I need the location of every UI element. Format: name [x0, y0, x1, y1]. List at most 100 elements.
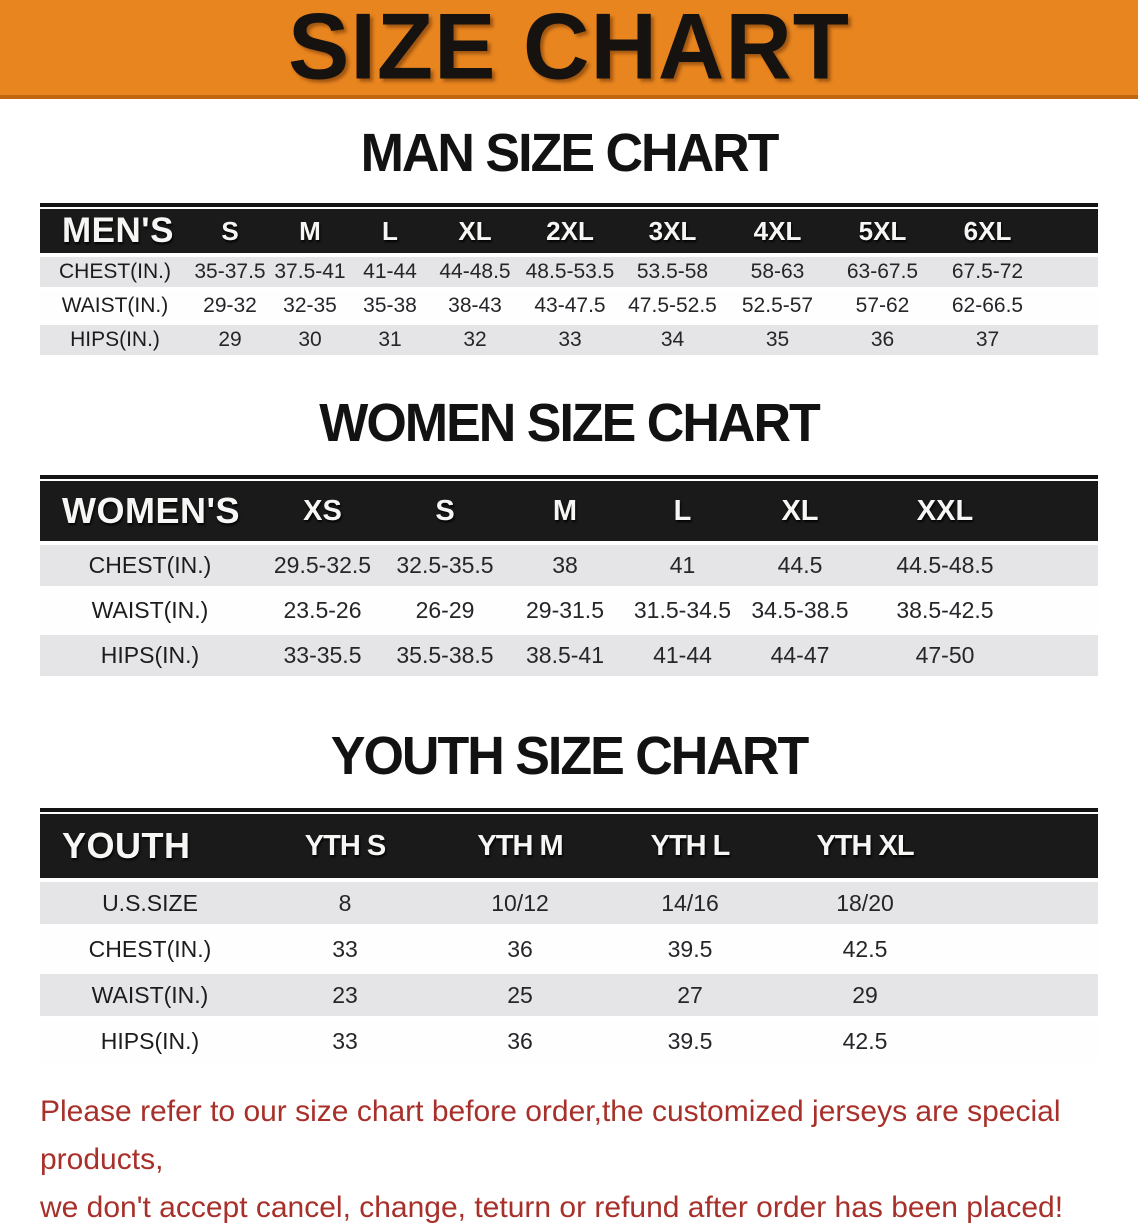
women-size-table-column-header-5: XL: [740, 481, 860, 541]
youth-size-table-table: YOUTH YTH S YTH M YTH L YTH XL U.S.SIZE 8 10/12…: [40, 810, 1098, 1066]
youth-size-table-row-label-3: WAIST(IN.): [40, 974, 260, 1016]
youth-size-table-cell-3-2: 25: [430, 974, 610, 1016]
youth-size-table-cell-4-1: 33: [260, 1020, 430, 1062]
men-size-table-cell-2-3: 35-38: [350, 291, 430, 321]
men-size-table-cell-1-9: 67.5-72: [935, 257, 1040, 287]
youth-size-table-cell-1-1: 8: [260, 882, 430, 924]
women-size-table-row-label-2: WAIST(IN.): [40, 590, 260, 631]
youth-size-table-cell-2-2: 36: [430, 928, 610, 970]
youth-size-table-cell-2-1: 33: [260, 928, 430, 970]
women-size-table-row-label-3: HIPS(IN.): [40, 635, 260, 676]
men-size-table-cell-2-9: 62-66.5: [935, 291, 1040, 321]
women-size-table-row-filler-1: [1030, 545, 1098, 586]
youth-size-table-row-label-2: CHEST(IN.): [40, 928, 260, 970]
men-size-table-cell-1-4: 44-48.5: [430, 257, 520, 287]
women-size-table-cell-3-3: 38.5-41: [505, 635, 625, 676]
banner: SIZE CHART: [0, 0, 1138, 99]
youth-size-table-row-1: U.S.SIZE 8 10/12 14/16 18/20: [40, 882, 1098, 924]
men-size-table-cell-3-4: 32: [430, 325, 520, 355]
women-size-table-column-header-4: L: [625, 481, 740, 541]
men-size-table-header-filler: [1040, 209, 1098, 253]
men-size-table-cell-3-5: 33: [520, 325, 620, 355]
men-size-table-table: MEN'S S M L XL 2XL 3XL 4XL 5XL 6XL CHEST(IN.) 35-37…: [40, 205, 1098, 359]
women-size-table-header-filler: [1030, 481, 1098, 541]
women-size-table-column-header-2: S: [385, 481, 505, 541]
men-size-table-cell-2-8: 57-62: [830, 291, 935, 321]
men-size-table-cell-2-2: 32-35: [270, 291, 350, 321]
men-size-table-cell-3-7: 35: [725, 325, 830, 355]
youth-size-table-cell-2-3: 39.5: [610, 928, 770, 970]
youth-size-table-column-header-3: YTH L: [610, 814, 770, 878]
men-size-table-row-filler-1: [1040, 257, 1098, 287]
youth-size-table-row-2: CHEST(IN.) 33 36 39.5 42.5: [40, 928, 1098, 970]
men-size-table-top-border: [40, 203, 1098, 207]
youth-size-table-column-header-2: YTH M: [430, 814, 610, 878]
women-size-table-cell-3-1: 33-35.5: [260, 635, 385, 676]
women-size-table-cell-2-5: 34.5-38.5: [740, 590, 860, 631]
youth-size-table-cell-1-4: 18/20: [770, 882, 960, 924]
men-size-table-cell-1-6: 53.5-58: [620, 257, 725, 287]
women-size-table-header-row: WOMEN'S XS S M L XL XXL: [40, 481, 1098, 541]
men-size-table-row-filler-3: [1040, 325, 1098, 355]
women-size-table-row-filler-3: [1030, 635, 1098, 676]
youth-size-table-column-header-4: YTH XL: [770, 814, 960, 878]
youth-size-table-top-border: [40, 808, 1098, 812]
women-size-table-cell-2-4: 31.5-34.5: [625, 590, 740, 631]
men-size-table-cell-3-3: 31: [350, 325, 430, 355]
men-size-table-cell-3-6: 34: [620, 325, 725, 355]
women-size-table-cell-1-3: 38: [505, 545, 625, 586]
men-size-table-cell-1-1: 35-37.5: [190, 257, 270, 287]
section-youth: YOUTH SIZE CHART YOUTH YTH S YTH M YTH L YTH…: [0, 680, 1138, 1066]
youth-size-table-row-filler-1: [960, 882, 1098, 924]
men-size-table-row-2: WAIST(IN.) 29-32 32-35 35-38 38-43 43-47.5 47.…: [40, 291, 1098, 321]
women-size-table-column-header-3: M: [505, 481, 625, 541]
men-size-table-row-1: CHEST(IN.) 35-37.5 37.5-41 41-44 44-48.5 48.5…: [40, 257, 1098, 287]
youth-size-table-row-3: WAIST(IN.) 23 25 27 29: [40, 974, 1098, 1016]
men-size-table-row-label-1: CHEST(IN.): [40, 257, 190, 287]
men-size-table-column-header-8: 5XL: [830, 209, 935, 253]
youth-size-table-row-4: HIPS(IN.) 33 36 39.5 42.5: [40, 1020, 1098, 1062]
youth-size-table: YOUTH YTH S YTH M YTH L YTH XL U.S.SIZE 8 10/12…: [40, 808, 1098, 1066]
women-size-table-cell-3-4: 41-44: [625, 635, 740, 676]
men-size-table-column-header-4: XL: [430, 209, 520, 253]
men-size-table-cell-1-8: 63-67.5: [830, 257, 935, 287]
youth-size-table-row-label-4: HIPS(IN.): [40, 1020, 260, 1062]
women-size-table-cell-1-1: 29.5-32.5: [260, 545, 385, 586]
disclaimer: Please refer to our size chart before or…: [40, 1088, 1098, 1232]
men-size-table-cell-2-1: 29-32: [190, 291, 270, 321]
women-size-table-row-label-1: CHEST(IN.): [40, 545, 260, 586]
women-size-table-column-header-1: XS: [260, 481, 385, 541]
men-size-table-column-header-1: S: [190, 209, 270, 253]
women-size-table-cell-1-6: 44.5-48.5: [860, 545, 1030, 586]
women-size-table-cell-1-2: 32.5-35.5: [385, 545, 505, 586]
women-size-table-cell-3-6: 47-50: [860, 635, 1030, 676]
men-size-table-row-filler-2: [1040, 291, 1098, 321]
youth-size-table-cell-3-1: 23: [260, 974, 430, 1016]
men-size-table-cell-1-2: 37.5-41: [270, 257, 350, 287]
women-size-table-cell-1-4: 41: [625, 545, 740, 586]
youth-size-table-cell-3-3: 27: [610, 974, 770, 1016]
men-size-table-cell-3-2: 30: [270, 325, 350, 355]
youth-size-table-cell-1-3: 14/16: [610, 882, 770, 924]
men-size-table-row-label-2: WAIST(IN.): [40, 291, 190, 321]
youth-size-table-header-filler: [960, 814, 1098, 878]
youth-size-table-cell-4-2: 36: [430, 1020, 610, 1062]
section-women: WOMEN SIZE CHART WOMEN'S XS S M L XL XXL CHEST(…: [0, 359, 1138, 680]
men-size-table-column-header-3: L: [350, 209, 430, 253]
women-size-table-cell-2-3: 29-31.5: [505, 590, 625, 631]
men-size-table-cell-2-6: 47.5-52.5: [620, 291, 725, 321]
men-size-table-header-row: MEN'S S M L XL 2XL 3XL 4XL 5XL 6XL: [40, 209, 1098, 253]
men-size-table-row-3: HIPS(IN.) 29 30 31 32 33 34 35 36 37: [40, 325, 1098, 355]
men-size-table-cell-2-5: 43-47.5: [520, 291, 620, 321]
women-size-table-cell-3-2: 35.5-38.5: [385, 635, 505, 676]
women-size-table-cell-2-6: 38.5-42.5: [860, 590, 1030, 631]
youth-size-table-row-filler-2: [960, 928, 1098, 970]
men-size-table-row-label-3: HIPS(IN.): [40, 325, 190, 355]
men-size-table-column-header-9: 6XL: [935, 209, 1040, 253]
youth-size-table-group-label: YOUTH: [40, 814, 260, 878]
men-size-table-cell-1-5: 48.5-53.5: [520, 257, 620, 287]
men-size-table-cell-1-7: 58-63: [725, 257, 830, 287]
women-size-table: WOMEN'S XS S M L XL XXL CHEST(IN.) 29.5-32.5 32.5…: [40, 475, 1098, 680]
youth-size-table-column-header-1: YTH S: [260, 814, 430, 878]
